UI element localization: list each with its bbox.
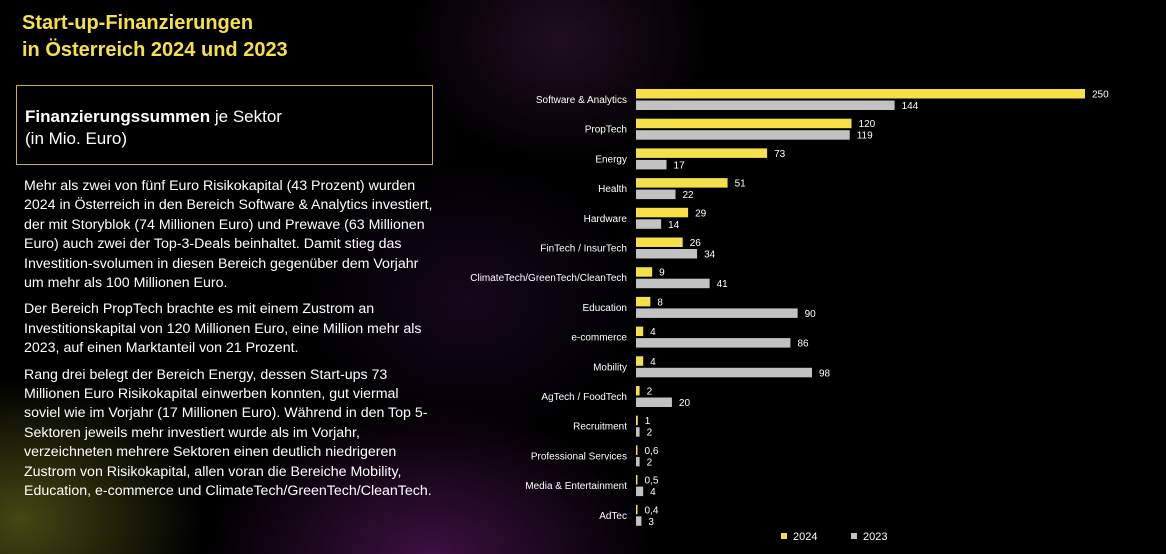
legend-label-2023: 2023: [863, 531, 887, 543]
info-box-line-2: (in Mio. Euro): [25, 129, 128, 148]
bar-2024: [636, 178, 728, 188]
bar-2023: [636, 278, 710, 289]
bar-2023: [636, 159, 667, 170]
data-label-2023: 2: [647, 457, 653, 468]
legend-swatch-2023: [851, 533, 857, 539]
bar-2024: [636, 415, 638, 426]
paragraph-3: Rang drei belegt der Bereich Energy, des…: [24, 366, 432, 500]
bar-2024: [636, 445, 638, 455]
paragraph-1: Mehr als zwei von fünf Euro Risikokapita…: [24, 178, 433, 292]
info-box-line-1: Finanzierungssummen je Sektor: [25, 106, 432, 128]
category-label: PropTech: [585, 125, 627, 136]
info-box: Finanzierungssummen je Sektor (in Mio. E…: [16, 85, 433, 165]
data-label-2023: 98: [819, 368, 831, 379]
bar-2023: [636, 427, 640, 437]
data-label-2023: 20: [679, 398, 691, 409]
data-label-2023: 17: [674, 160, 686, 171]
bar-2023: [636, 486, 644, 497]
category-label: Software & Analytics: [536, 95, 627, 106]
bar-2023: [636, 219, 662, 229]
title-line-2: in Österreich 2024 und 2023: [22, 39, 288, 61]
bar-2024: [636, 118, 852, 129]
data-label-2023: 144: [902, 101, 919, 112]
bar-2023: [636, 367, 813, 378]
category-label: Media & Entertainment: [525, 481, 627, 492]
page-title: Start-up-Finanzierungen in Österreich 20…: [22, 10, 288, 64]
data-label-2024: 0,6: [645, 446, 659, 457]
data-label-2024: 73: [774, 149, 786, 160]
data-label-2023: 90: [805, 309, 817, 320]
bar-2023: [636, 397, 672, 407]
bar-2024: [636, 386, 640, 396]
bar-2023: [636, 189, 676, 200]
data-label-2023: 2: [647, 428, 653, 439]
category-label: Recruitment: [573, 422, 627, 433]
data-label-2024: 120: [859, 119, 876, 130]
data-label-2024: 2: [647, 387, 653, 398]
legend-label-2024: 2024: [793, 531, 817, 543]
data-label-2023: 3: [648, 517, 654, 528]
data-label-2024: 0,5: [645, 476, 659, 487]
data-label-2024: 8: [657, 297, 663, 308]
bar-2024: [636, 504, 638, 515]
data-label-2024: 0,4: [645, 505, 659, 516]
category-label: Professional Services: [531, 451, 627, 462]
data-label-2023: 119: [857, 131, 873, 142]
category-label: Education: [583, 303, 627, 314]
data-label-2024: 29: [695, 208, 707, 219]
info-box-bold: Finanzierungssummen: [25, 107, 211, 126]
data-label-2023: 22: [683, 190, 695, 201]
paragraph-2: Der Bereich PropTech brachte es mit eine…: [24, 301, 422, 357]
bar-2023: [636, 516, 642, 526]
data-label-2023: 14: [668, 220, 680, 231]
bar-2023: [636, 130, 850, 140]
data-label-2024: 4: [650, 327, 656, 338]
bar-2024: [636, 207, 689, 218]
category-label: Energy: [595, 154, 627, 165]
bar-2024: [636, 89, 1085, 99]
bar-2024: [636, 148, 768, 158]
bar-2023: [636, 100, 895, 110]
legend-swatch-2024: [781, 533, 787, 539]
category-label: ClimateTech/GreenTech/CleanTech: [470, 273, 627, 284]
bar-2024: [636, 296, 651, 307]
category-label: Health: [598, 184, 627, 195]
bar-2023: [636, 338, 791, 348]
bar-2023: [636, 249, 698, 259]
data-label-2024: 4: [650, 357, 656, 368]
category-label: AgTech / FoodTech: [541, 392, 627, 403]
data-label-2023: 4: [650, 487, 656, 498]
bar-2024: [636, 267, 653, 277]
title-line-1: Start-up-Finanzierungen: [22, 12, 254, 34]
data-label-2023: 34: [704, 250, 716, 261]
bar-2024: [636, 356, 644, 366]
bar-2023: [636, 308, 798, 318]
data-label-2024: 51: [735, 179, 747, 190]
data-label-2024: 1: [645, 416, 651, 427]
bar-2023: [636, 456, 640, 467]
category-label: e-commerce: [571, 333, 627, 344]
bar-2024: [636, 475, 638, 485]
data-label-2024: 26: [690, 238, 702, 249]
body-text: Mehr als zwei von fünf Euro Risikokapita…: [24, 177, 434, 509]
category-label: FinTech / InsurTech: [540, 244, 627, 255]
category-label: AdTec: [599, 511, 627, 522]
data-label-2024: 250: [1092, 90, 1109, 101]
data-label-2023: 86: [797, 339, 809, 350]
bar-2024: [636, 237, 683, 247]
category-label: Hardware: [584, 214, 628, 225]
data-label-2024: 9: [659, 268, 665, 279]
data-label-2023: 41: [717, 279, 729, 290]
info-box-rest: je Sektor: [210, 107, 282, 126]
category-label: Mobility: [593, 362, 627, 373]
bar-2024: [636, 326, 644, 337]
